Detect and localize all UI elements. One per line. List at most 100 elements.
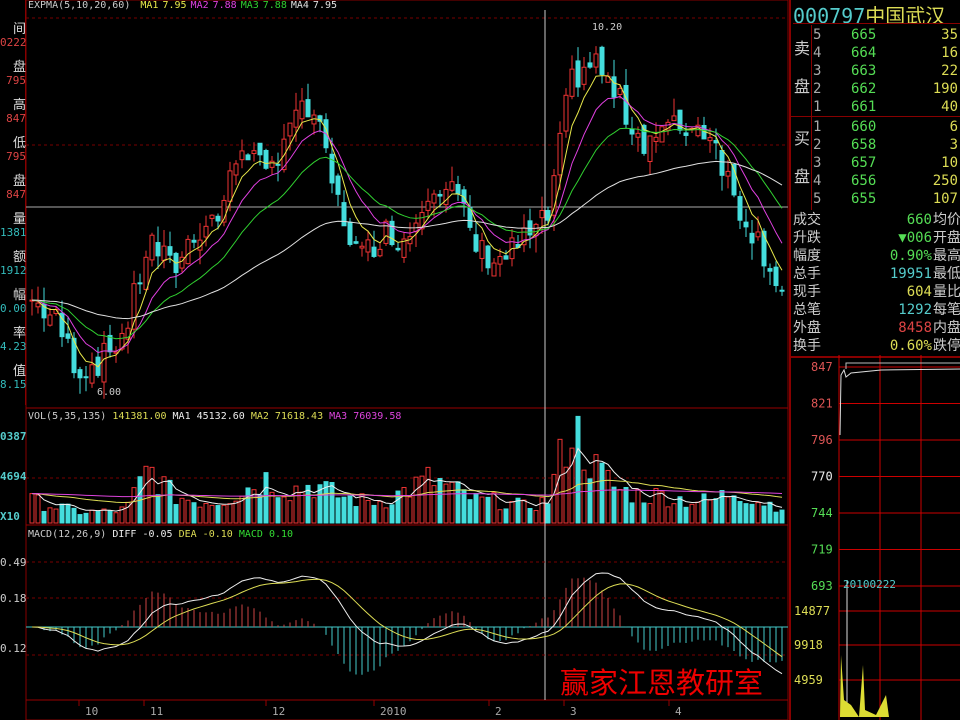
candle[interactable] [725, 170, 731, 177]
candle[interactable] [161, 245, 167, 261]
candle[interactable] [545, 210, 551, 221]
candle[interactable] [611, 76, 617, 98]
volume-bar[interactable] [323, 481, 329, 524]
candle[interactable] [521, 227, 527, 246]
candle[interactable] [329, 153, 335, 184]
candle[interactable] [71, 337, 77, 374]
candle[interactable] [287, 122, 293, 137]
bid-row[interactable]: 5 655 107 [791, 190, 960, 208]
candle[interactable] [779, 289, 785, 292]
volume-bar[interactable] [641, 502, 647, 524]
stat-row[interactable]: 换手 0.60% 跌停 [791, 337, 960, 355]
volume-bar[interactable] [161, 476, 167, 524]
candle[interactable] [389, 220, 395, 246]
candle[interactable] [167, 246, 173, 256]
candle[interactable] [443, 188, 449, 206]
candle[interactable] [497, 255, 503, 265]
candle[interactable] [137, 282, 143, 285]
candle[interactable] [191, 239, 197, 243]
candle[interactable] [455, 184, 461, 195]
volume-bar[interactable] [497, 509, 503, 524]
candle[interactable] [575, 60, 581, 88]
candle[interactable] [395, 247, 401, 251]
candle[interactable] [317, 115, 323, 122]
volume-bar[interactable] [89, 509, 95, 524]
candle[interactable] [101, 342, 107, 383]
candle[interactable] [557, 132, 563, 176]
volume-bar[interactable] [659, 491, 665, 524]
volume-bar[interactable] [449, 481, 455, 524]
candle[interactable] [119, 332, 125, 350]
candle[interactable] [65, 333, 71, 339]
candle[interactable] [233, 163, 239, 176]
volume-bar[interactable] [461, 489, 467, 524]
intraday-chart[interactable]: 847 821 796 770 744 719 693 14877 9918 4959 201002… [791, 355, 960, 720]
stat-row[interactable]: 外盘 8458 内盘 [791, 319, 960, 337]
candle[interactable] [431, 193, 437, 204]
candle[interactable] [653, 136, 659, 142]
candle[interactable] [665, 121, 671, 131]
volume-bar[interactable] [59, 503, 65, 524]
candle[interactable] [713, 140, 719, 144]
volume-bar[interactable] [47, 507, 53, 524]
candle[interactable] [473, 234, 479, 252]
volume-bar[interactable] [71, 507, 77, 524]
candle[interactable] [107, 334, 113, 353]
volume-bar[interactable] [593, 454, 599, 524]
candle[interactable] [215, 215, 221, 222]
volume-bar[interactable] [101, 508, 107, 524]
volume-bar[interactable] [215, 505, 221, 524]
volume-bar[interactable] [167, 479, 173, 524]
candle[interactable] [185, 238, 191, 265]
candle[interactable] [539, 209, 545, 219]
volume-bar[interactable] [83, 512, 89, 524]
volume-bar[interactable] [737, 501, 743, 524]
volume-bar[interactable] [551, 473, 557, 524]
candle[interactable] [773, 266, 779, 287]
volume-bar[interactable] [689, 503, 695, 524]
volume-bar[interactable] [257, 494, 263, 524]
volume-bar[interactable] [491, 492, 497, 524]
volume-bar[interactable] [401, 486, 407, 524]
candle[interactable] [245, 154, 251, 161]
volume-bar[interactable] [359, 493, 365, 524]
volume-bar[interactable] [353, 506, 359, 524]
stat-row[interactable]: 幅度 0.90% 最高 [791, 247, 960, 265]
candle[interactable] [437, 193, 443, 197]
candle[interactable] [683, 132, 689, 136]
candle[interactable] [89, 364, 95, 384]
volume-bar[interactable] [533, 510, 539, 524]
volume-bar[interactable] [467, 499, 473, 524]
candle[interactable] [209, 214, 215, 219]
volume-bar[interactable] [29, 493, 35, 524]
volume-bar[interactable] [713, 498, 719, 524]
candle[interactable] [257, 142, 263, 156]
volume-bar[interactable] [395, 490, 401, 524]
volume-bar[interactable] [671, 503, 677, 524]
bid-row[interactable]: 4 656 250 [791, 172, 960, 190]
volume-bar[interactable] [719, 490, 725, 524]
ask-row[interactable]: 4 664 16 [791, 44, 960, 62]
volume-bar[interactable] [329, 482, 335, 524]
volume-bar[interactable] [755, 502, 761, 524]
candle[interactable] [221, 199, 227, 223]
volume-bar[interactable] [767, 501, 773, 524]
volume-bar[interactable] [113, 512, 119, 524]
candle[interactable] [719, 149, 725, 176]
volume-bar[interactable] [251, 489, 257, 524]
volume-bar[interactable] [53, 508, 59, 524]
candle[interactable] [581, 66, 587, 85]
candle[interactable] [359, 245, 365, 249]
volume-bar[interactable] [677, 496, 683, 524]
volume-bar[interactable] [65, 503, 71, 524]
candle[interactable] [275, 163, 281, 166]
candle[interactable] [593, 53, 599, 68]
volume-bar[interactable] [35, 494, 41, 524]
volume-bar[interactable] [647, 503, 653, 524]
volume-bar[interactable] [269, 491, 275, 524]
candle[interactable] [299, 100, 305, 120]
candle[interactable] [401, 238, 407, 258]
volume-bar[interactable] [245, 487, 251, 524]
candle[interactable] [59, 312, 65, 338]
candle[interactable] [341, 202, 347, 227]
